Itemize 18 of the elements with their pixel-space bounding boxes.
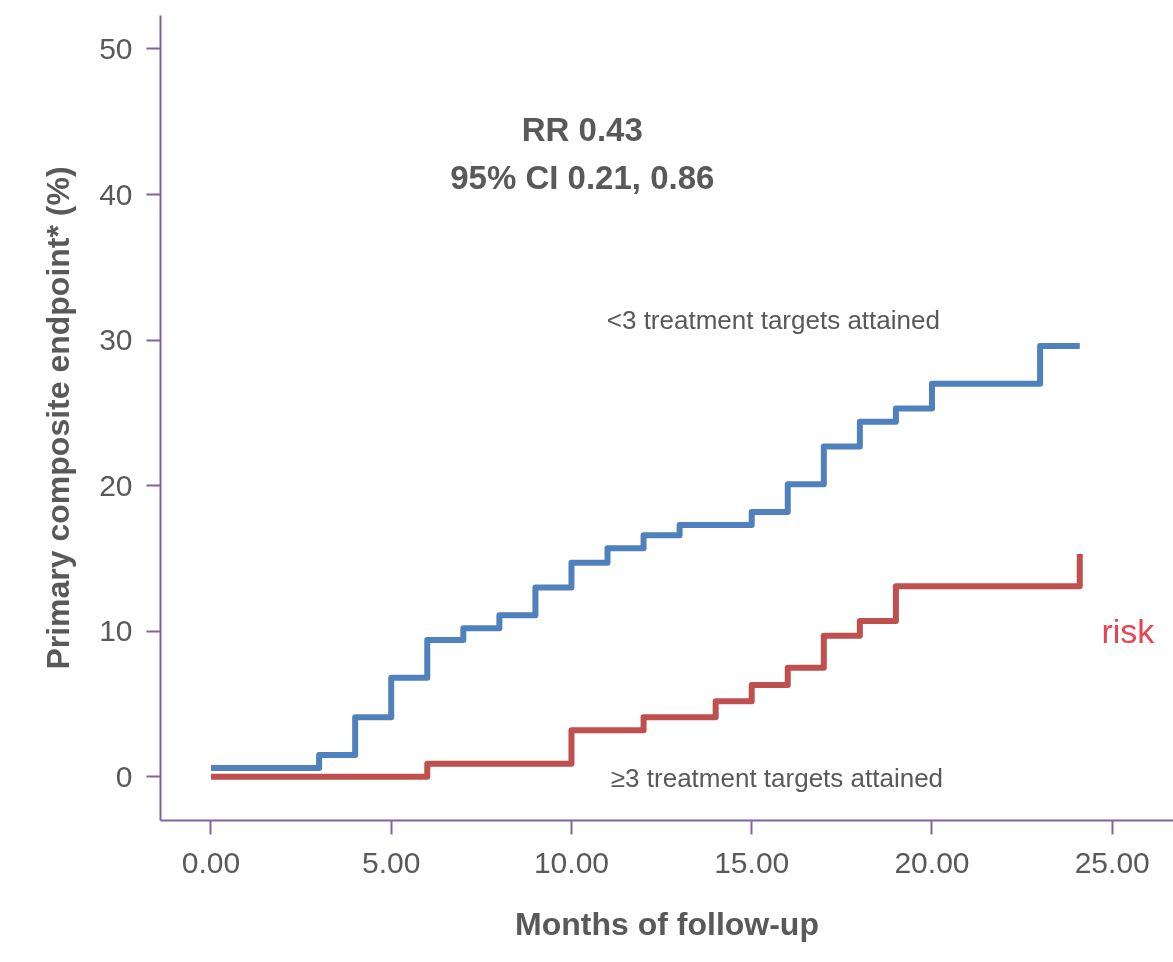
y-tick-label: 30 [99,323,133,357]
y-axis-title: Primary composite endpoint* (%) [40,166,77,670]
x-tick-label: 25.00 [1074,845,1150,879]
annotation: risk [1101,612,1156,651]
annotation: RR 0.43 95% CI 0.21, 0.86 [450,111,715,197]
x-axis-title: Months of follow-up [515,905,819,942]
y-tick-label: 0 [115,759,133,793]
x-tick-label: 5.00 [362,845,421,879]
x-tick-label: 0.00 [181,845,241,879]
series-label: <3 treatment targets attained [606,304,940,335]
x-tick-label: 15.00 [714,845,790,879]
y-tick-label: 40 [99,177,133,211]
y-tick-label: 20 [99,468,133,502]
series-label: ≥3 treatment targets attained [610,763,944,794]
x-tick-label: 20.00 [894,845,970,879]
x-tick-label: 10.00 [533,845,610,879]
y-tick-label: 10 [99,614,133,648]
y-tick-label: 50 [99,31,133,65]
